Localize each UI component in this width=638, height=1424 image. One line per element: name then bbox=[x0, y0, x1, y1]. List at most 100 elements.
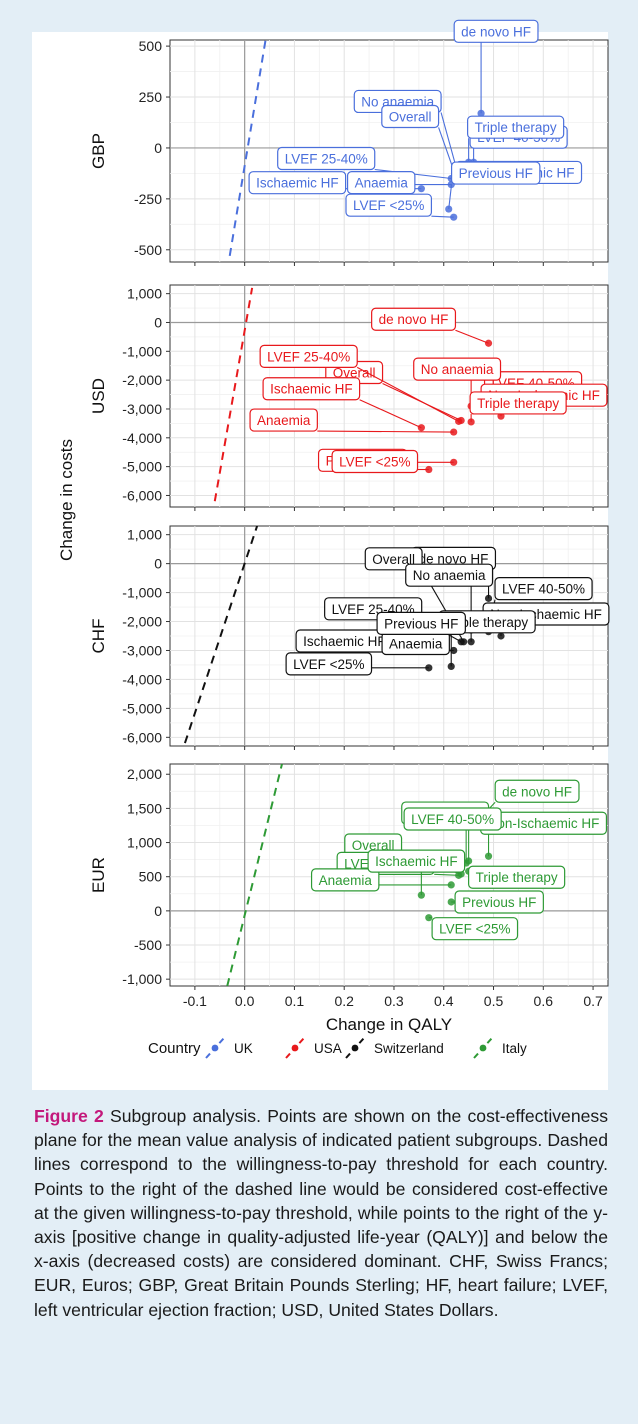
point-label-box bbox=[467, 115, 565, 139]
point-label-box bbox=[310, 868, 380, 892]
point-label: LVEF <25% bbox=[339, 455, 410, 470]
point-label-box bbox=[248, 171, 347, 195]
data-point bbox=[450, 428, 458, 436]
point-label: Ischaemic HF bbox=[303, 634, 386, 649]
point-label-box bbox=[468, 865, 566, 889]
x-tick-label: 0.5 bbox=[484, 993, 504, 1009]
point-label-box bbox=[494, 779, 580, 803]
data-point bbox=[477, 109, 485, 117]
wtp-threshold-line bbox=[226, 764, 283, 986]
legend-label: Switzerland bbox=[374, 1041, 444, 1056]
data-point bbox=[425, 664, 433, 672]
y-tick-label: -2,000 bbox=[122, 372, 162, 388]
point-label-box bbox=[494, 577, 593, 601]
x-tick-label: 0.3 bbox=[384, 993, 404, 1009]
data-point bbox=[455, 417, 463, 425]
y-tick-label: -1,000 bbox=[122, 971, 162, 987]
y-tick-label: 1,000 bbox=[127, 835, 162, 851]
wtp-threshold-line bbox=[183, 526, 259, 744]
point-label: Ischaemic HF bbox=[270, 382, 353, 397]
y-tick-label: -6,000 bbox=[122, 729, 162, 745]
point-label: Anaemia bbox=[257, 413, 311, 428]
point-label: Overall bbox=[333, 366, 376, 381]
point-label: LVEF <25% bbox=[353, 198, 424, 213]
label-connector bbox=[356, 366, 459, 422]
point-label-box bbox=[469, 391, 567, 415]
point-label: No anaemia bbox=[421, 362, 494, 377]
point-label: Anaemia bbox=[389, 636, 443, 651]
y-tick-label: 0 bbox=[154, 140, 162, 156]
point-label-box bbox=[413, 357, 502, 381]
point-label: de novo HF bbox=[461, 24, 531, 39]
legend-key-point bbox=[291, 1044, 299, 1052]
point-label: LVEF 25-40% bbox=[267, 349, 350, 364]
point-label: Triple therapy bbox=[446, 615, 528, 630]
point-label: LVEF 40-50% bbox=[502, 582, 585, 597]
data-point bbox=[467, 638, 475, 646]
point-label: Overall bbox=[389, 109, 432, 124]
data-point bbox=[417, 185, 425, 193]
label-connector bbox=[359, 399, 422, 429]
figure-caption-text: Subgroup analysis. Points are shown on t… bbox=[34, 1106, 608, 1320]
y-tick-label: -1,000 bbox=[122, 585, 162, 601]
y-tick-label: 250 bbox=[139, 89, 163, 105]
y-tick-label: -3,000 bbox=[122, 642, 162, 658]
x-tick-label: 0.6 bbox=[534, 993, 554, 1009]
y-tick-label: 500 bbox=[139, 869, 163, 885]
point-label-box bbox=[454, 890, 544, 914]
x-tick-label: 0.2 bbox=[334, 993, 354, 1009]
y-tick-label: 500 bbox=[139, 38, 163, 54]
panel-eur: 2,000 1,500 1,000 500 0 -500 -1,000 EUR de novo … bbox=[89, 763, 609, 990]
point-label: LVEF 40-50% bbox=[411, 812, 494, 827]
point-label-box bbox=[376, 611, 466, 635]
panel-usd: 1,000 0 -1,000 -2,000 -3,000 -4,000 -5,000 -6,0… bbox=[89, 284, 609, 511]
legend: Country UK USA Switzerland Italy bbox=[148, 1037, 527, 1059]
point-label-box bbox=[285, 652, 373, 676]
data-point bbox=[450, 213, 458, 221]
panel-strip-label: GBP bbox=[89, 133, 108, 169]
data-point bbox=[465, 857, 473, 865]
panel-strip-label: USD bbox=[89, 378, 108, 414]
data-point bbox=[484, 594, 493, 602]
point-label-box bbox=[405, 563, 494, 587]
data-point bbox=[445, 205, 453, 213]
y-tick-label: -1,000 bbox=[122, 343, 162, 359]
point-label-box bbox=[345, 193, 433, 217]
data-point bbox=[447, 662, 455, 670]
panel-strip-label: CHF bbox=[89, 619, 108, 654]
point-label-box bbox=[403, 807, 502, 831]
data-point bbox=[455, 871, 463, 879]
legend-label: Italy bbox=[502, 1041, 527, 1056]
point-label-box bbox=[431, 917, 519, 941]
point-label: No anaemia bbox=[413, 568, 486, 583]
y-tick-label: 1,000 bbox=[127, 286, 162, 302]
point-label: Ischaemic HF bbox=[256, 176, 339, 191]
point-label-box bbox=[262, 377, 361, 401]
x-tick-label: 0.4 bbox=[434, 993, 454, 1009]
point-label: Overall bbox=[352, 838, 395, 853]
label-connector bbox=[448, 183, 453, 210]
data-point bbox=[450, 646, 458, 655]
wtp-threshold-line bbox=[228, 40, 267, 257]
point-label: LVEF <25% bbox=[293, 657, 364, 672]
point-label: de novo HF bbox=[419, 551, 489, 566]
data-point bbox=[425, 465, 433, 474]
panel-frame bbox=[169, 39, 609, 263]
data-point bbox=[484, 852, 493, 860]
figure-caption: Figure 2 Subgroup analysis. Points are s… bbox=[34, 1104, 608, 1322]
x-tick-label: 0.0 bbox=[235, 993, 255, 1009]
point-label: LVEF 25-40% bbox=[285, 151, 368, 166]
point-label: Overall bbox=[372, 552, 415, 567]
data-point bbox=[447, 881, 455, 889]
point-label: Ischaemic HF bbox=[375, 854, 458, 869]
panel-strip-label: EUR bbox=[89, 857, 108, 893]
x-tick-label: -0.1 bbox=[183, 993, 207, 1009]
point-label: LVEF <25% bbox=[439, 922, 510, 937]
legend-key-point bbox=[479, 1044, 487, 1052]
point-label-box bbox=[367, 849, 466, 873]
y-tick-label: 2,000 bbox=[127, 766, 162, 782]
point-label-box bbox=[450, 161, 541, 185]
data-point bbox=[497, 632, 505, 640]
